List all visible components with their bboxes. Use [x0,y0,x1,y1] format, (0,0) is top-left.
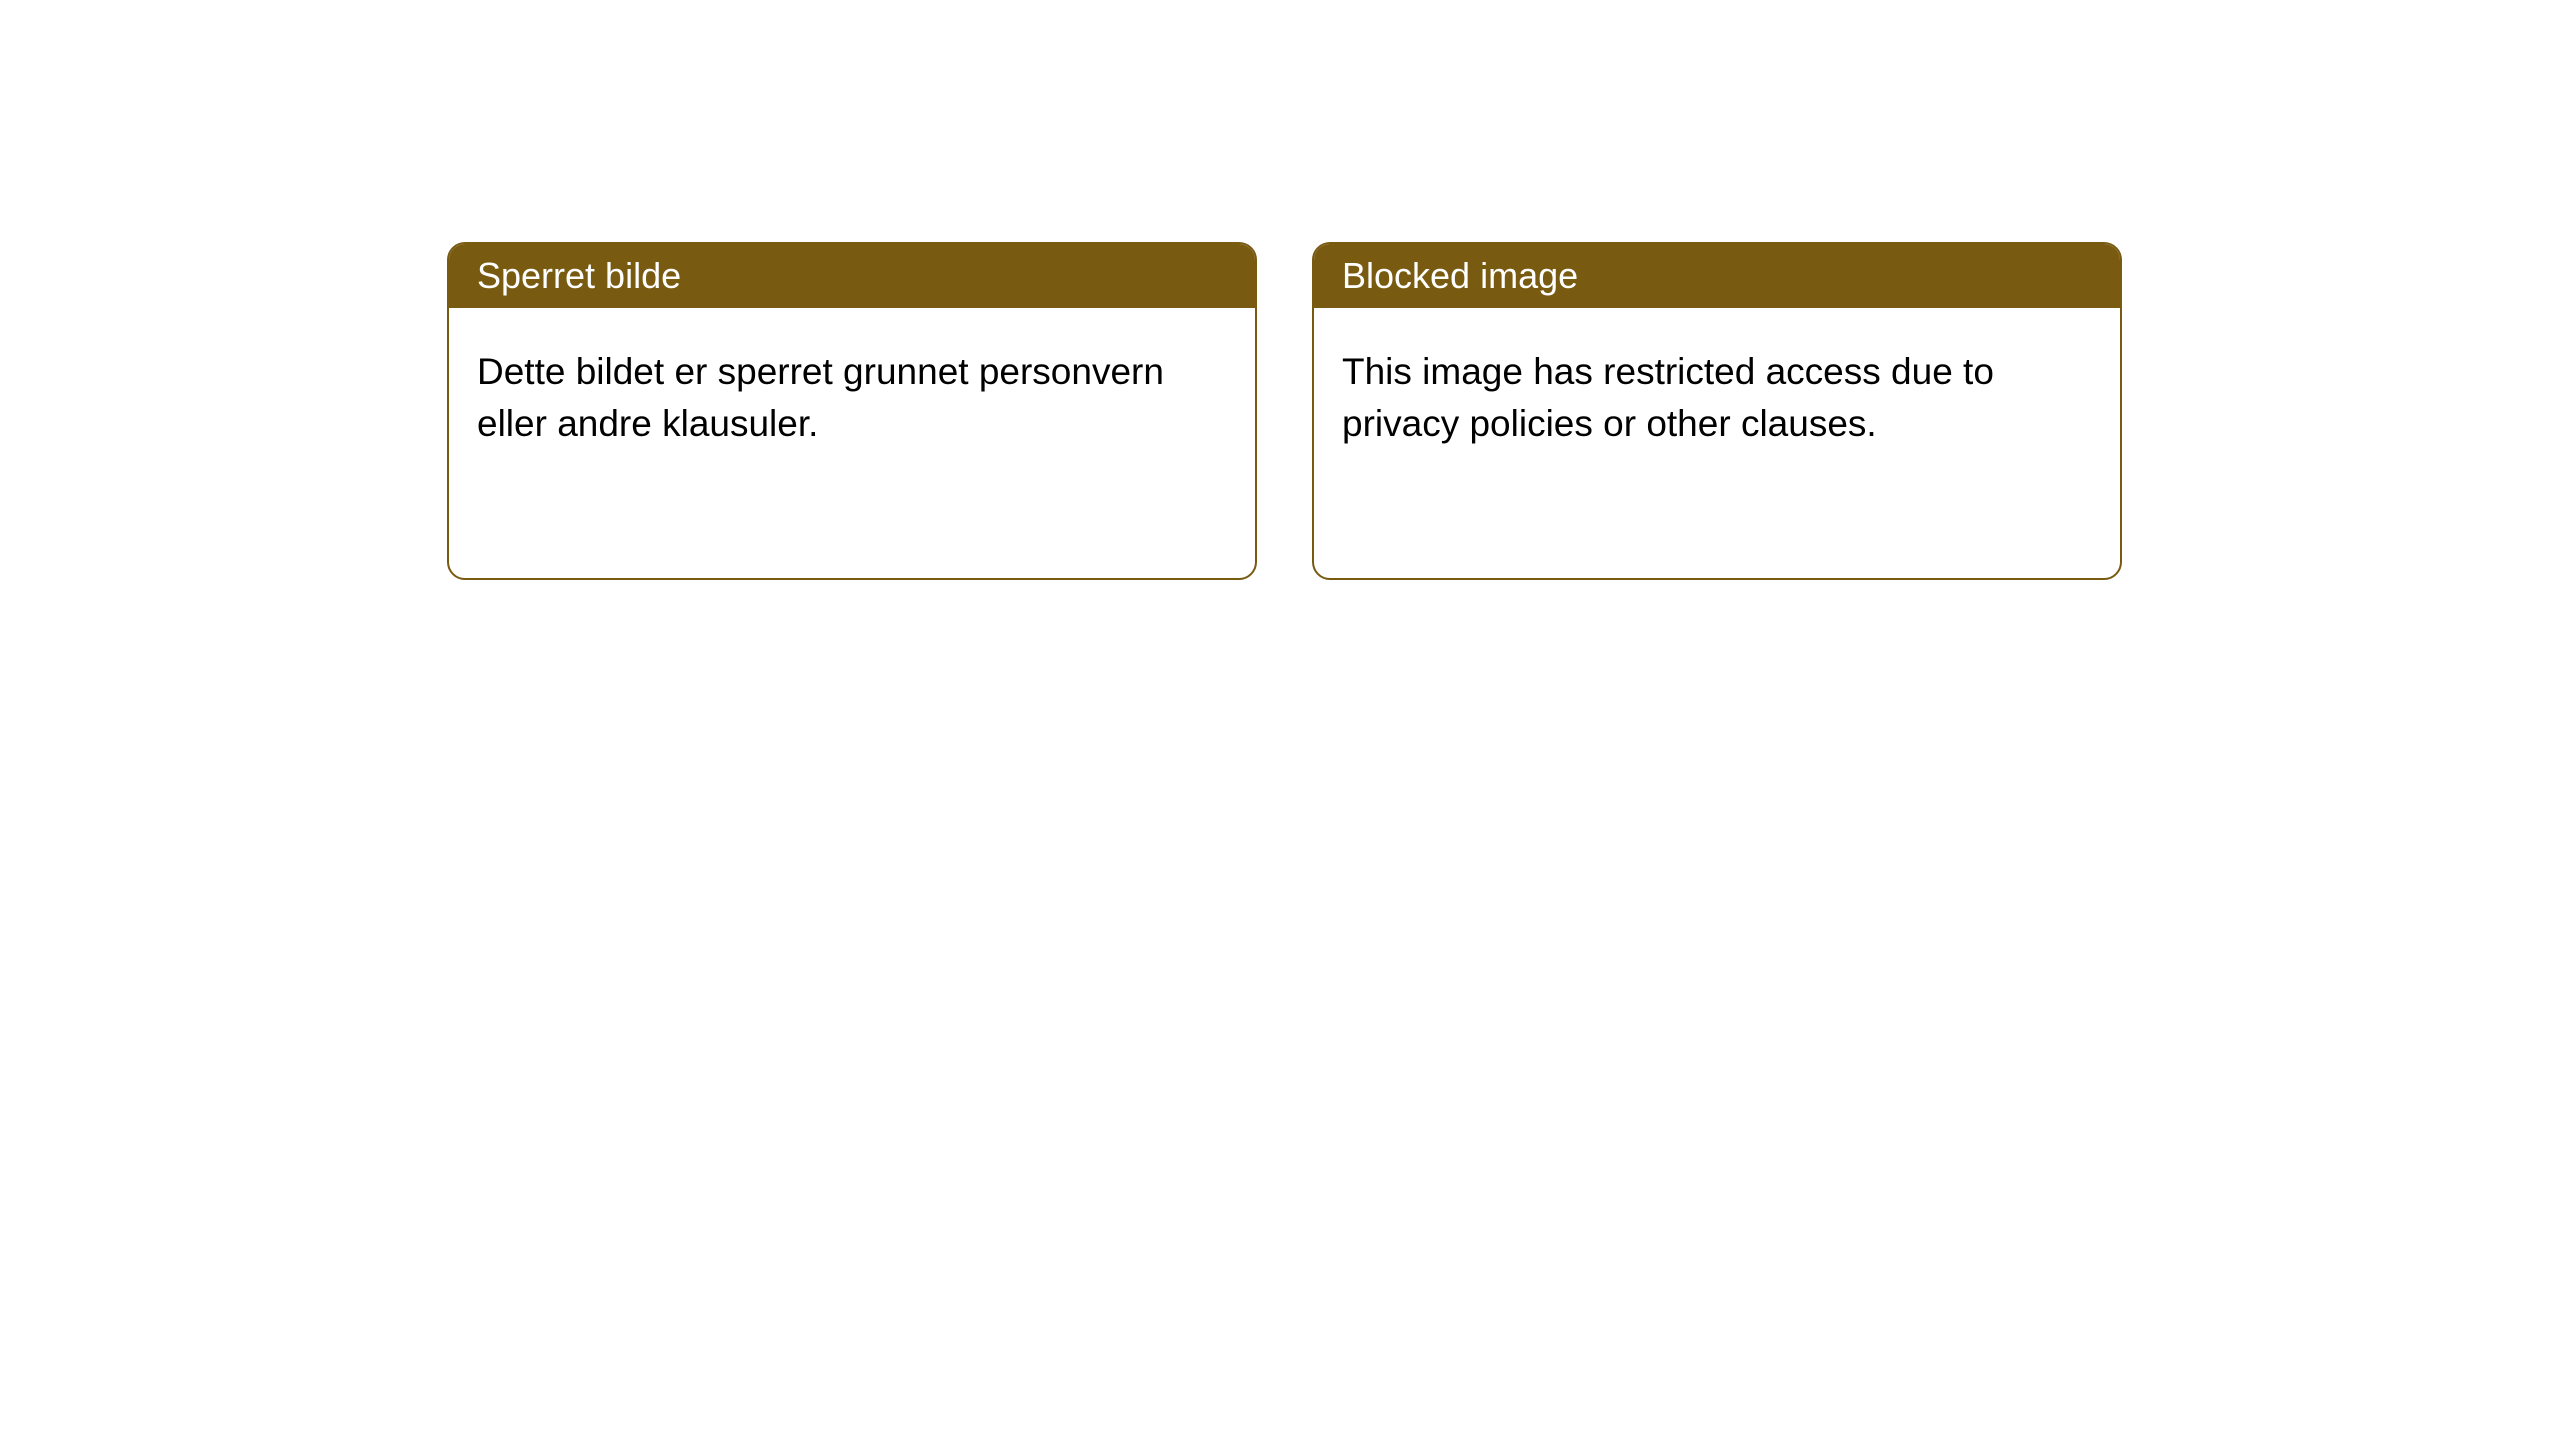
notice-header: Blocked image [1314,244,2120,308]
notice-box-english: Blocked image This image has restricted … [1312,242,2122,580]
notice-body: Dette bildet er sperret grunnet personve… [449,308,1255,578]
notice-text: Dette bildet er sperret grunnet personve… [477,351,1164,444]
notice-container: Sperret bilde Dette bildet er sperret gr… [0,0,2560,580]
notice-title: Blocked image [1342,255,1578,296]
notice-title: Sperret bilde [477,255,681,296]
notice-header: Sperret bilde [449,244,1255,308]
notice-box-norwegian: Sperret bilde Dette bildet er sperret gr… [447,242,1257,580]
notice-text: This image has restricted access due to … [1342,351,1994,444]
notice-body: This image has restricted access due to … [1314,308,2120,578]
